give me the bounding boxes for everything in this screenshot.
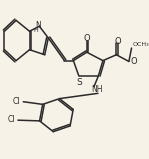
Text: NH: NH xyxy=(91,86,102,94)
Text: Cl: Cl xyxy=(13,97,21,106)
Text: O: O xyxy=(114,37,121,45)
Text: H: H xyxy=(33,28,38,33)
Text: Cl: Cl xyxy=(8,115,15,124)
Text: O: O xyxy=(83,34,90,43)
Text: O: O xyxy=(131,57,137,66)
Text: N: N xyxy=(35,21,41,30)
Text: S: S xyxy=(76,78,82,87)
Text: OCH₃: OCH₃ xyxy=(132,42,149,47)
